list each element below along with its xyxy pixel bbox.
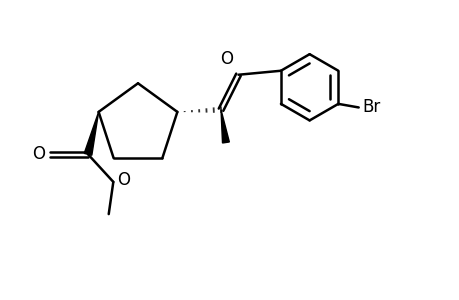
Text: O: O xyxy=(117,171,130,189)
Polygon shape xyxy=(220,110,229,143)
Text: Br: Br xyxy=(362,98,380,116)
Text: O: O xyxy=(220,50,233,68)
Text: O: O xyxy=(32,145,45,163)
Polygon shape xyxy=(84,112,98,155)
